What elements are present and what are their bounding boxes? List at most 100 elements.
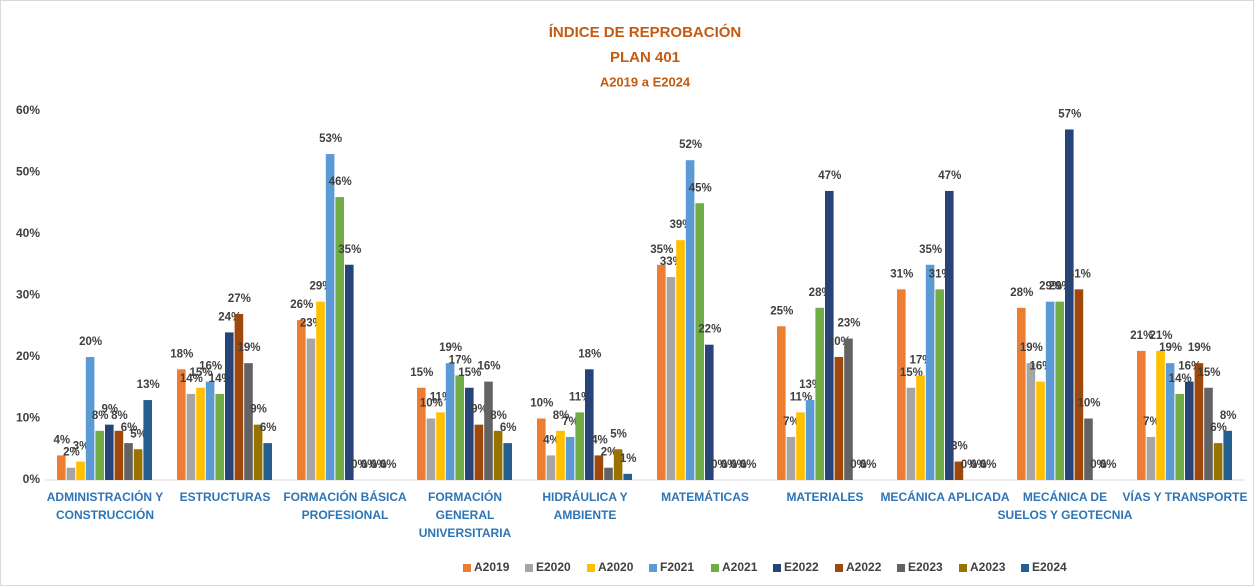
legend-swatch: [525, 564, 533, 572]
data-label: 27%: [228, 293, 251, 305]
data-label: 0%: [1090, 459, 1107, 471]
data-label: 46%: [329, 176, 352, 188]
bar: [244, 363, 253, 480]
data-label: 9%: [250, 404, 267, 416]
bar: [215, 393, 224, 480]
bar: [484, 381, 493, 480]
bar: [1045, 301, 1055, 480]
bar: [105, 424, 114, 480]
bar: [1185, 381, 1194, 480]
y-tick-label: 20%: [16, 349, 40, 363]
bar: [666, 277, 676, 480]
data-label: 2%: [63, 447, 80, 459]
data-label: 0%: [961, 459, 978, 471]
bar: [124, 443, 133, 480]
bar: [205, 381, 215, 480]
data-label: 5%: [130, 428, 147, 440]
bar: [705, 344, 714, 480]
bar: [1175, 393, 1184, 480]
data-label: 17%: [449, 354, 472, 366]
data-label: 0%: [721, 459, 738, 471]
chart-period: A2019 a E2024: [600, 74, 691, 89]
y-tick-label: 40%: [16, 226, 40, 240]
data-label: 47%: [818, 170, 841, 182]
bar: [834, 357, 844, 480]
data-label: 0%: [980, 459, 997, 471]
bar: [906, 387, 916, 480]
bar: [1036, 381, 1045, 480]
bar: [335, 197, 344, 480]
data-label: 19%: [439, 342, 462, 354]
bar: [474, 424, 484, 480]
bar: [76, 461, 85, 480]
bar: [786, 436, 796, 480]
data-label: 15%: [1197, 367, 1220, 379]
data-label: 23%: [837, 318, 860, 330]
bar: [1065, 129, 1074, 480]
chart-title: ÍNDICE DE REPROBACIÓN: [549, 23, 742, 41]
bar: [1084, 418, 1093, 480]
data-label: 8%: [92, 410, 109, 422]
data-label: 15%: [458, 367, 481, 379]
legend-swatch: [587, 564, 595, 572]
bar: [85, 357, 95, 480]
bar: [196, 387, 205, 480]
bar: [546, 455, 556, 480]
data-label: 20%: [79, 336, 102, 348]
bar: [1156, 350, 1165, 480]
bar: [345, 264, 354, 480]
y-tick-label: 0%: [23, 472, 41, 486]
data-label: 21%: [1149, 330, 1172, 342]
bar: [1026, 363, 1036, 480]
bar: [316, 301, 325, 480]
legend-swatch: [463, 564, 471, 572]
data-label: 0%: [361, 459, 378, 471]
data-label: 0%: [740, 459, 757, 471]
bar: [1223, 430, 1232, 480]
bar: [1146, 436, 1156, 480]
data-label: 9%: [471, 404, 488, 416]
x-tick-label: MATEMÁTICAS: [661, 489, 749, 504]
bar: [623, 473, 632, 480]
bar: [143, 400, 152, 480]
data-label: 6%: [500, 422, 517, 434]
bar: [297, 320, 306, 480]
data-label: 10%: [420, 398, 443, 410]
data-label: 7%: [562, 416, 579, 428]
data-label: 8%: [1220, 410, 1237, 422]
legend-label: A2021: [722, 560, 758, 574]
x-tick-label: FORMACIÓN BÁSICA PROFESIONAL: [283, 489, 407, 522]
data-label: 19%: [1159, 342, 1182, 354]
data-label: 0%: [711, 459, 728, 471]
bar: [685, 160, 695, 480]
x-tick-label: FORMACIÓN GENERAL UNIVERSITARIA: [419, 489, 512, 540]
data-label: 8%: [553, 410, 570, 422]
data-label: 19%: [1188, 342, 1211, 354]
bar: [57, 455, 66, 480]
bar: [455, 375, 464, 480]
data-label: 5%: [610, 428, 627, 440]
x-tick-label: HIDRÁULICA Y AMBIENTE: [542, 489, 627, 522]
legend-label: F2021: [660, 560, 694, 574]
bar: [1194, 363, 1204, 480]
bar: [676, 240, 685, 480]
bar: [426, 418, 436, 480]
data-label: 19%: [1020, 342, 1043, 354]
bar: [954, 461, 964, 480]
data-label: 0%: [351, 459, 368, 471]
data-label: 15%: [410, 367, 433, 379]
legend-label: A2020: [598, 560, 634, 574]
bar: [114, 430, 124, 480]
bar: [225, 332, 234, 480]
x-tick-label: MECÁNICA APLICADA: [880, 489, 1009, 504]
data-label: 25%: [770, 305, 793, 317]
bar: [493, 430, 503, 480]
legend-label: A2023: [970, 560, 1006, 574]
data-label: 7%: [783, 416, 800, 428]
legend-label: A2022: [846, 560, 882, 574]
legend-swatch: [1021, 564, 1029, 572]
data-label: 4%: [591, 434, 608, 446]
data-label: 52%: [679, 139, 702, 151]
data-label: 35%: [338, 244, 361, 256]
